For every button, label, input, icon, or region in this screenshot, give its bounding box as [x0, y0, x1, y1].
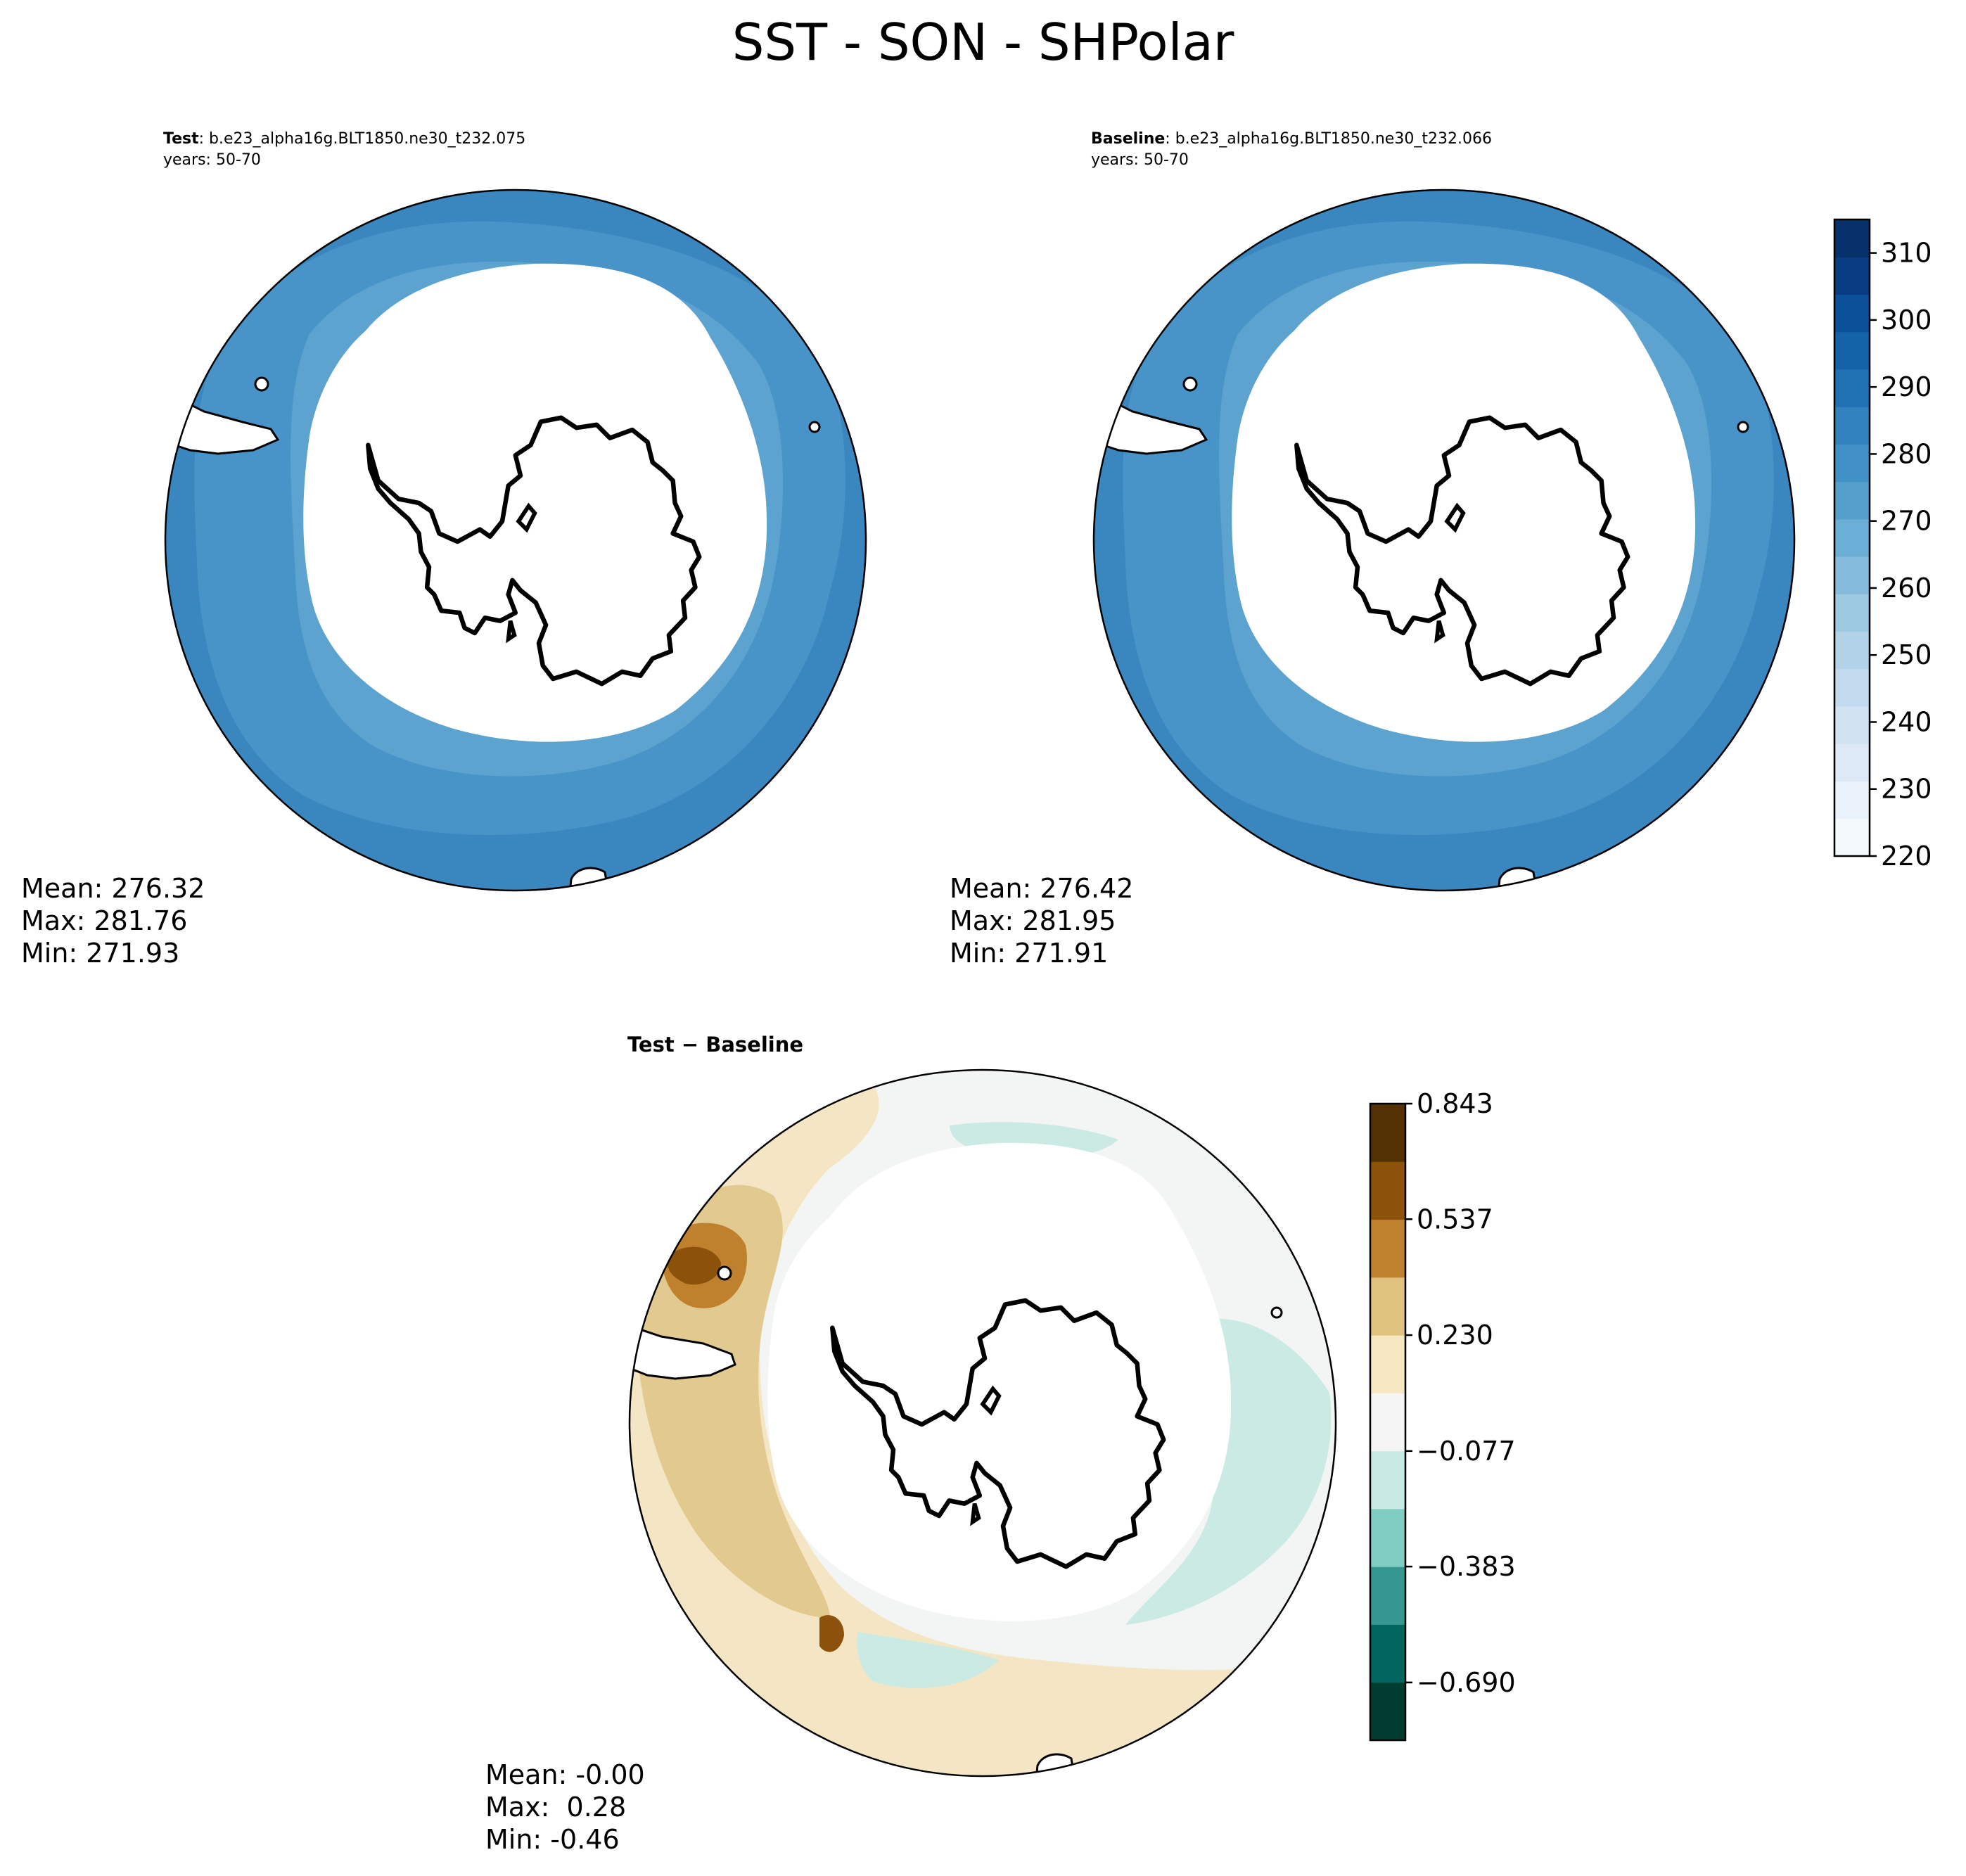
test-mean: Mean: 276.32	[21, 873, 205, 904]
test-panel-header: Test: b.e23_alpha16g.BLT1850.ne30_t232.0…	[163, 130, 526, 169]
diff-colorbar: 0.843 0.537 0.230 −0.077 −0.383 −0.690	[1369, 1088, 1516, 1742]
test-map	[165, 190, 866, 891]
sst-colorbar-tick-label: 270	[1881, 506, 1932, 537]
sst-colorbar-segment	[1834, 556, 1870, 594]
test-years: years: 50-70	[163, 151, 261, 169]
test-island	[254, 376, 269, 392]
diff-colorbar-tick-label: 0.537	[1417, 1204, 1493, 1234]
diff-colorbar-segment	[1370, 1277, 1405, 1336]
baseline-stats: Mean: 276.42 Max: 281.95 Min: 271.91	[950, 872, 1133, 969]
diff-panel-header: Test − Baseline	[627, 1033, 804, 1057]
sst-colorbar-segment	[1834, 706, 1870, 744]
sst-colorbar-segment	[1834, 219, 1870, 257]
sst-colorbar-tick-label: 230	[1881, 774, 1932, 805]
test-stats: Mean: 276.32 Max: 281.76 Min: 271.93	[21, 872, 205, 969]
diff-min: Min: -0.46	[485, 1824, 620, 1855]
diff-island	[1270, 1306, 1283, 1319]
baseline-max: Max: 281.95	[950, 905, 1116, 936]
sst-colorbar-tick-label: 240	[1881, 706, 1932, 737]
sst-colorbar-tick-label: 260	[1881, 573, 1932, 604]
diff-colorbar-segment	[1370, 1219, 1405, 1278]
diff-colorbar-tick-label: 0.230	[1417, 1320, 1493, 1351]
sst-colorbar-segment	[1834, 369, 1870, 407]
sst-colorbar-segment	[1834, 668, 1870, 707]
diff-island	[717, 1265, 732, 1281]
sst-colorbar-segment	[1834, 481, 1870, 520]
diff-colorbar-segment	[1370, 1335, 1405, 1393]
sst-colorbar-segment	[1834, 631, 1870, 670]
baseline-label: Baseline	[1091, 130, 1166, 148]
test-island	[808, 421, 821, 433]
sst-colorbar-tick-label: 220	[1881, 841, 1932, 872]
diff-south-america	[630, 1324, 736, 1380]
test-label: Test	[163, 130, 199, 148]
diff-colorbar-segment	[1370, 1161, 1405, 1220]
test-max: Max: 281.76	[21, 905, 188, 936]
baseline-panel-header: Baseline: b.e23_alpha16g.BLT1850.ne30_t2…	[1091, 130, 1492, 169]
test-min: Min: 271.93	[21, 938, 180, 969]
sst-colorbar-tick-label: 310	[1881, 238, 1932, 269]
baseline-new-zealand	[1497, 867, 1538, 891]
sst-colorbar-segment	[1834, 781, 1870, 819]
test-case-name: b.e23_alpha16g.BLT1850.ne30_t232.075	[209, 130, 526, 148]
baseline-south-america	[1096, 392, 1208, 455]
baseline-case-name: b.e23_alpha16g.BLT1850.ne30_t232.066	[1175, 130, 1492, 148]
sst-colorbar-border	[1833, 218, 1871, 857]
sst-colorbar-tick-label: 300	[1881, 305, 1932, 336]
diff-map	[630, 1070, 1336, 1776]
sst-colorbar-segment	[1834, 744, 1870, 782]
diff-colorbar-tick-label: −0.690	[1417, 1667, 1516, 1698]
diff-colorbar-tick-label: 0.843	[1417, 1088, 1493, 1119]
test-map-border	[164, 189, 867, 892]
test-south-america	[167, 392, 280, 455]
sst-colorbar-segment	[1834, 594, 1870, 632]
diff-stats: Mean: -0.00 Max: 0.28 Min: -0.46	[485, 1759, 645, 1856]
diff-max: Max: 0.28	[485, 1792, 627, 1823]
diff-dark-brown-patch	[667, 1246, 721, 1285]
diff-colorbar-tick-label: −0.383	[1417, 1551, 1516, 1582]
sst-colorbar: 220 230 240 250 260 270 280 290 300 310	[1833, 218, 1932, 872]
diff-dark-brown-spot	[819, 1615, 844, 1652]
sst-colorbar-segment	[1834, 331, 1870, 370]
sst-colorbar-tick-label: 290	[1881, 371, 1932, 402]
test-new-zealand	[568, 867, 610, 891]
sst-colorbar-tick-label: 250	[1881, 639, 1932, 670]
diff-map-border	[628, 1068, 1337, 1778]
baseline-mean: Mean: 276.42	[950, 873, 1134, 904]
diff-new-zealand	[1035, 1753, 1076, 1776]
diff-colorbar-segment	[1370, 1104, 1405, 1162]
diff-colorbar-segment	[1370, 1450, 1405, 1510]
baseline-island	[1737, 421, 1749, 433]
diff-colorbar-tick-label: −0.077	[1417, 1436, 1516, 1467]
diff-colorbar-segment	[1370, 1508, 1405, 1567]
sst-colorbar-segment	[1834, 257, 1870, 295]
diff-teal-region-east	[1125, 1318, 1332, 1625]
diff-mean: Mean: -0.00	[485, 1759, 645, 1790]
baseline-min: Min: 271.91	[950, 938, 1109, 969]
baseline-island	[1182, 376, 1198, 392]
sst-colorbar-segment	[1834, 818, 1870, 857]
sst-colorbar-segment	[1834, 294, 1870, 333]
baseline-map	[1094, 190, 1794, 891]
baseline-years: years: 50-70	[1091, 151, 1189, 169]
sst-colorbar-segment	[1834, 518, 1870, 557]
diff-colorbar-segment	[1370, 1393, 1405, 1452]
sst-colorbar-segment	[1834, 444, 1870, 483]
diff-colorbar-border	[1369, 1102, 1407, 1742]
diff-colorbar-segment	[1370, 1624, 1405, 1683]
baseline-map-border	[1092, 189, 1796, 892]
sst-colorbar-tick-label: 280	[1881, 438, 1932, 469]
figure-title: SST - SON - SHPolar	[732, 13, 1234, 72]
sst-colorbar-segment	[1834, 407, 1870, 445]
diff-teal-region-south	[857, 1632, 999, 1688]
diff-colorbar-segment	[1370, 1566, 1405, 1625]
diff-colorbar-segment	[1370, 1682, 1405, 1741]
